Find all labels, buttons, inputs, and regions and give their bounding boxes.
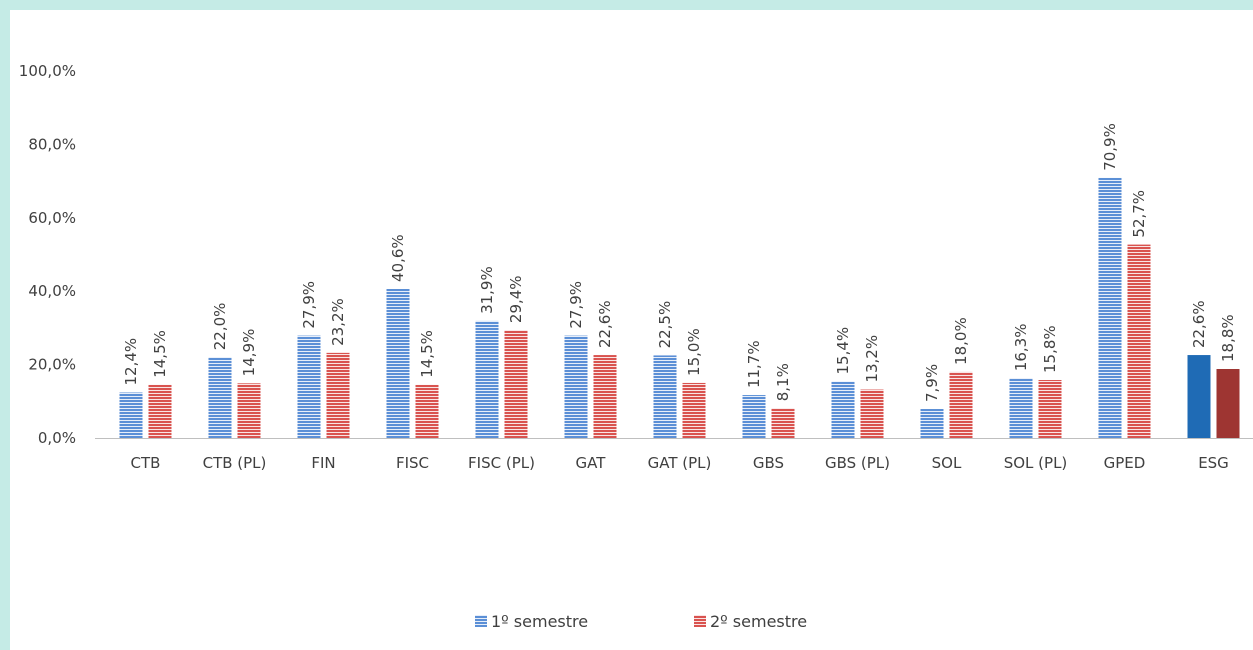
bar-sem2	[949, 371, 973, 438]
data-label: 15,8%	[1041, 325, 1059, 373]
x-tick-label: FIN	[311, 454, 335, 472]
data-label: 22,6%	[1190, 300, 1208, 348]
bar-sem1	[564, 335, 588, 438]
bar-sem1	[297, 335, 321, 438]
legend-swatch	[694, 615, 706, 627]
bar-sem2	[771, 408, 795, 438]
data-label: 7,9%	[923, 364, 941, 402]
bar-sem1	[119, 392, 143, 438]
bar-sem1	[920, 409, 944, 438]
x-tick-label: SOL	[932, 454, 962, 472]
bar-sem2	[1127, 244, 1151, 438]
x-tick-label: FISC (PL)	[468, 454, 535, 472]
chart-frame: 0,0% 20,0% 40,0% 60,0% 80,0% 100,0% 12,4% 14,5…	[10, 10, 1253, 650]
data-label: 15,4%	[834, 327, 852, 375]
data-label: 14,5%	[418, 330, 436, 378]
y-tick-label: 60,0%	[28, 209, 76, 227]
x-tick-label: CTB (PL)	[203, 454, 267, 472]
x-tick-label: GBS (PL)	[825, 454, 890, 472]
bar-sem2	[682, 382, 706, 438]
data-label: 13,2%	[863, 335, 881, 383]
y-tick-label: 0,0%	[38, 429, 76, 447]
data-label: 18,0%	[952, 317, 970, 365]
y-tick-label: 20,0%	[28, 356, 76, 374]
bar-sem1	[475, 320, 499, 438]
data-label: 16,3%	[1012, 324, 1030, 372]
bar-sem1	[208, 357, 232, 438]
x-tick-label: GBS	[753, 454, 784, 472]
bar-sem2	[415, 384, 439, 438]
x-axis: CTB CTB (PL) FIN FISC FISC (PL) GAT GAT (PL) GB…	[95, 438, 1253, 472]
data-label: 8,1%	[774, 363, 792, 401]
data-label: 15,0%	[685, 328, 703, 376]
bar-sem2	[237, 383, 261, 438]
data-label: 14,9%	[240, 329, 258, 377]
data-label: 31,9%	[478, 266, 496, 314]
x-tick-label: CTB	[131, 454, 161, 472]
legend: 1º semestre 2º semestre	[475, 612, 807, 631]
legend-swatch	[475, 615, 487, 627]
bar-sem2	[326, 352, 350, 438]
bar-sem1	[1009, 378, 1033, 438]
data-label: 29,4%	[507, 275, 525, 323]
data-label: 14,5%	[151, 330, 169, 378]
bar-sem1	[386, 288, 410, 438]
bar-sem2	[860, 389, 884, 438]
legend-label: 1º semestre	[491, 612, 588, 631]
bar-sem2	[1216, 369, 1240, 438]
data-label: 12,4%	[122, 338, 140, 386]
bar-sem1	[653, 355, 677, 438]
data-label: 11,7%	[745, 340, 763, 388]
x-tick-label: GPED	[1104, 454, 1146, 472]
bar-sem1	[742, 395, 766, 438]
y-tick-label: 40,0%	[28, 282, 76, 300]
data-label: 23,2%	[329, 298, 347, 346]
y-axis: 0,0% 20,0% 40,0% 60,0% 80,0% 100,0%	[19, 62, 76, 447]
bar-sem2	[504, 330, 528, 438]
data-label: 27,9%	[300, 281, 318, 329]
bars: 12,4% 14,5% 22,0% 14,9% 27,9% 23,2% 40,6% 14,5%…	[119, 123, 1240, 438]
data-label: 27,9%	[567, 281, 585, 329]
bar-sem2	[148, 384, 172, 438]
x-tick-label: GAT (PL)	[648, 454, 712, 472]
x-tick-label: SOL (PL)	[1004, 454, 1068, 472]
data-label: 18,8%	[1219, 314, 1237, 362]
data-label: 40,6%	[389, 234, 407, 282]
y-tick-label: 100,0%	[19, 62, 76, 80]
bar-sem1	[1098, 177, 1122, 438]
bar-sem1	[831, 381, 855, 438]
legend-label: 2º semestre	[710, 612, 807, 631]
bar-chart: 0,0% 20,0% 40,0% 60,0% 80,0% 100,0% 12,4% 14,5…	[19, 62, 1253, 631]
bar-sem1	[1187, 355, 1211, 438]
data-label: 52,7%	[1130, 190, 1148, 238]
x-tick-label: FISC	[396, 454, 429, 472]
bar-sem2	[1038, 380, 1062, 438]
bar-sem2	[593, 355, 617, 438]
data-label: 22,6%	[596, 300, 614, 348]
data-label: 22,0%	[211, 303, 229, 351]
y-tick-label: 80,0%	[28, 135, 76, 153]
x-tick-label: ESG	[1198, 454, 1229, 472]
data-label: 70,9%	[1101, 123, 1119, 171]
x-tick-label: GAT	[576, 454, 607, 472]
data-label: 22,5%	[656, 301, 674, 349]
